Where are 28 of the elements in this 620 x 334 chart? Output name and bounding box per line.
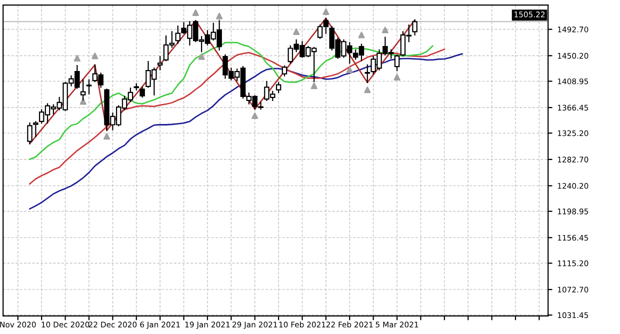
candlestick — [282, 65, 288, 76]
point — [103, 133, 110, 140]
candlestick — [33, 121, 38, 137]
candlestick — [157, 56, 163, 70]
candlestick — [27, 122, 32, 144]
point — [358, 32, 365, 38]
point — [198, 53, 205, 60]
candlestick — [276, 82, 282, 94]
candlestick — [412, 19, 418, 36]
point — [192, 9, 199, 16]
point — [394, 74, 400, 80]
point — [346, 66, 353, 74]
point — [74, 54, 80, 62]
point — [364, 86, 371, 94]
point — [216, 12, 223, 20]
point — [310, 82, 318, 90]
candlestick — [394, 54, 400, 72]
candlestick — [175, 25, 180, 44]
point — [252, 112, 258, 120]
candlestick — [86, 79, 92, 94]
point — [322, 8, 330, 15]
point — [382, 26, 388, 34]
candlestick — [140, 86, 145, 98]
point — [92, 52, 98, 60]
point — [293, 28, 300, 35]
point — [80, 98, 86, 105]
candlestick — [364, 64, 370, 84]
line-series — [29, 53, 463, 210]
